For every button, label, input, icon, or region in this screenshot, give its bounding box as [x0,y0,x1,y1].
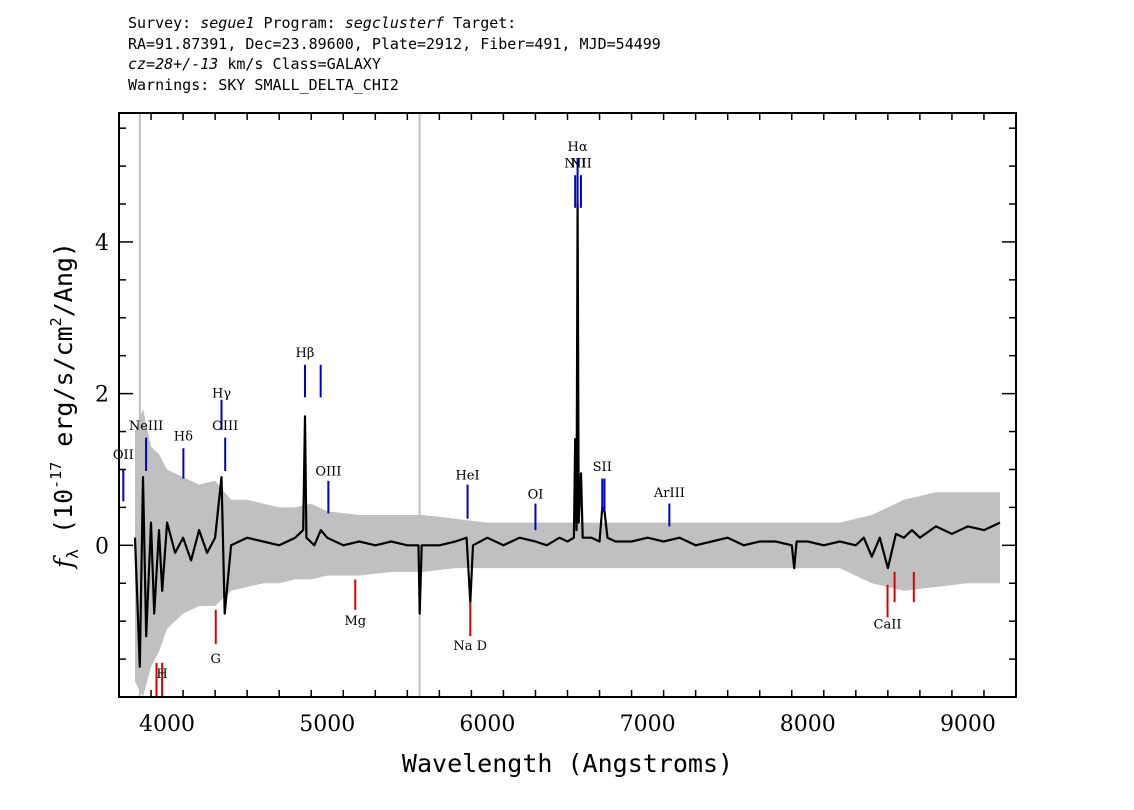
line-markers-layer: OII NeIII Hδ Hγ OIII Hβ OIII HeI OI NII Hα NII SII Ar… [113,140,915,697]
x-tick-label: 9000 [940,712,996,737]
y-axis-subscript: λ [63,549,82,559]
x-tick-label: 6000 [459,712,515,737]
survey-prefix: Survey: [128,14,201,32]
error-band [135,408,1000,697]
x-tick-label: 5000 [299,712,355,737]
absorption-line-label-3: Mg [344,614,366,629]
emission-line-label-10: NII [564,157,586,172]
header-line-coords: RA=91.87391, Dec=23.89600, Plate=2912, F… [128,34,661,53]
emission-line-label-8: HeI [455,468,479,483]
x-tick-label: 8000 [780,712,836,737]
emission-line-label-1: NeIII [129,419,163,434]
class-label: km/s Class=GALAXY [218,55,381,73]
absorption-line-label-0: H [156,667,167,682]
header-line-class: cz=28+/-13 km/s Class=GALAXY [128,54,661,75]
emission-line-label-0: OII [113,448,134,463]
x-axis-title: Wavelength (Angstroms) [402,749,733,778]
emission-line-label-11: Hα [568,140,588,155]
y-axis-square: 2 [47,317,65,326]
emission-line-label-12: NII [570,157,592,172]
redshift-value: cz=28+/-13 [128,55,219,73]
y-axis-tail: /Ang) [49,242,78,317]
absorption-line-label-4: Na D [453,639,487,654]
spectrum-header: Survey: segue1 Program: segclusterf Targ… [128,13,661,95]
header-line-survey: Survey: segue1 Program: segclusterf Targ… [128,13,661,34]
x-tick-label: 7000 [620,712,676,737]
y-axis-exponent: -17 [47,462,65,489]
spectrum-layer [133,202,1001,668]
ticks-layer: 4000 5000 6000 7000 8000 9000 0 2 4 [95,113,1017,737]
y-tick-label: 4 [95,231,109,256]
header-line-warnings: Warnings: SKY SMALL_DELTA_CHI2 [128,75,399,94]
y-axis-title: fλ (10-17 erg/s/cm2/Ang) [47,242,82,570]
emission-line-label-13: SII [593,460,612,475]
emission-line-label-3: Hγ [212,386,231,401]
emission-line-label-4: OIII [212,419,238,434]
program-name: segclusterf [344,14,445,32]
spectrum-series-0 [133,202,1001,668]
absorption-line-label-5: CaII [874,618,902,633]
error-band-layer [135,113,1000,697]
y-axis-main: (10 [49,489,78,549]
emission-line-label-5: Hβ [296,346,315,361]
y-tick-label: 0 [95,534,109,559]
target-label: Target: [444,14,517,32]
absorption-line-label-2: G [211,652,221,667]
y-tick-label: 2 [95,383,109,408]
program-prefix: Program: [254,14,345,32]
y-axis-symbol: f [49,555,78,570]
x-tick-label: 4000 [139,712,195,737]
survey-name: segue1 [200,14,255,32]
plot-frame [118,112,1017,698]
emission-line-label-7: OIII [315,465,341,480]
emission-line-label-2: Hδ [174,430,193,445]
emission-line-label-15: ArIII [653,486,685,501]
emission-line-label-9: OI [528,487,544,502]
y-axis-units: erg/s/cm [49,326,78,461]
